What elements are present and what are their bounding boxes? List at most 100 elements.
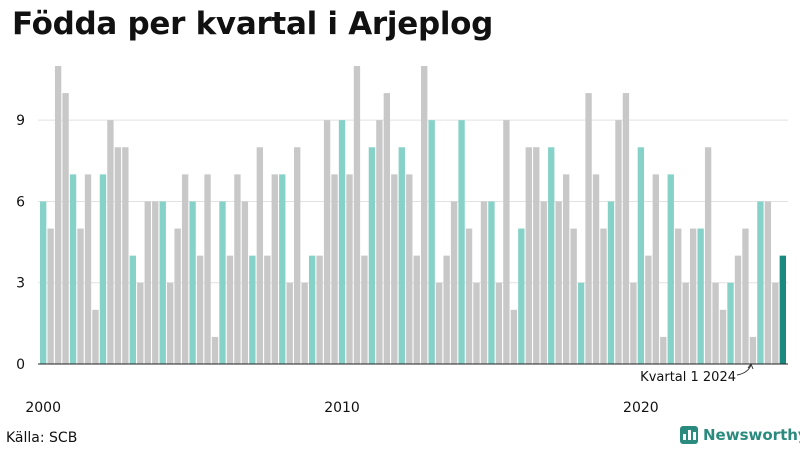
bar [742, 228, 749, 364]
bar [503, 120, 510, 365]
bar [286, 282, 293, 364]
bar [256, 147, 264, 364]
bar [249, 255, 256, 364]
bar [189, 201, 196, 364]
bars [40, 66, 786, 365]
bar [562, 174, 570, 364]
bar [727, 282, 734, 364]
bar [667, 174, 674, 364]
bar [637, 147, 645, 364]
bar-chart-icon [680, 426, 698, 444]
x-tick-label: 2020 [623, 400, 659, 416]
bar [458, 120, 465, 365]
bar [540, 201, 547, 364]
bar [107, 120, 114, 365]
bar [92, 309, 99, 364]
bar [40, 201, 47, 364]
bar [577, 282, 585, 364]
bar [488, 201, 495, 364]
bar [585, 93, 592, 364]
bar [712, 282, 719, 364]
bar [480, 201, 488, 364]
bar [204, 174, 211, 364]
source-note: Källa: SCB [6, 430, 78, 446]
bar [749, 336, 757, 364]
bar [167, 282, 174, 364]
bar [114, 147, 122, 364]
annotation-label: Kvartal 1 2024 [640, 370, 736, 385]
annotation-arrowhead [747, 362, 754, 370]
bar [406, 174, 413, 364]
bar [675, 228, 682, 364]
bar [47, 228, 54, 364]
bar [764, 201, 772, 364]
bar [174, 228, 181, 364]
x-tick-label: 2000 [25, 400, 61, 416]
bar [465, 228, 473, 364]
bar [555, 201, 562, 364]
newsworthy-logo[interactable]: Newsworthy [680, 426, 800, 444]
bar [600, 228, 607, 364]
bar [421, 66, 428, 364]
bar [137, 282, 144, 364]
bar [331, 174, 338, 364]
bar [697, 228, 704, 364]
bar [211, 336, 219, 364]
bar [682, 282, 689, 364]
bar [159, 201, 166, 364]
bar [316, 255, 323, 364]
bar [279, 174, 286, 364]
bar [294, 147, 301, 364]
bar [719, 309, 727, 364]
bar [510, 309, 518, 364]
bar [54, 66, 62, 364]
bar [622, 93, 630, 364]
bar [473, 282, 480, 364]
x-axis-ticks: 2000 2010 2020 [25, 400, 658, 416]
y-tick-label: 0 [16, 357, 25, 373]
bar [592, 174, 600, 364]
bar [450, 201, 458, 364]
bar [660, 336, 667, 364]
bar [62, 93, 69, 364]
bar [495, 282, 503, 364]
bar [570, 228, 577, 364]
bar [645, 255, 652, 364]
annotation-arrow [736, 364, 752, 376]
bar [196, 255, 204, 364]
chart-title: Födda per kvartal i Arjeplog [12, 6, 494, 42]
bar [376, 120, 383, 365]
bar [689, 228, 697, 364]
bar [368, 147, 376, 364]
bar [152, 201, 159, 364]
bar [518, 228, 525, 364]
bar [533, 147, 540, 364]
bar [607, 201, 615, 364]
bar [734, 255, 742, 364]
bar [525, 147, 532, 364]
bar [271, 174, 278, 364]
y-axis-ticks: 0 3 6 9 [16, 113, 25, 373]
bar [301, 282, 308, 364]
bar [615, 120, 622, 365]
bar [69, 174, 77, 364]
bar [413, 255, 420, 364]
bar [652, 174, 659, 364]
bar [122, 147, 129, 364]
bar [323, 120, 331, 365]
bar [234, 174, 241, 364]
y-tick-label: 6 [16, 194, 25, 210]
y-tick-label: 9 [16, 113, 25, 129]
annotation: Kvartal 1 2024 [640, 362, 754, 385]
bar [84, 174, 92, 364]
bar [428, 120, 435, 365]
bar [77, 228, 84, 364]
bar [779, 255, 786, 364]
bar [144, 201, 151, 364]
bar [338, 120, 346, 365]
bar [129, 255, 136, 364]
bar [99, 174, 107, 364]
bar [308, 255, 316, 364]
bar [226, 255, 234, 364]
